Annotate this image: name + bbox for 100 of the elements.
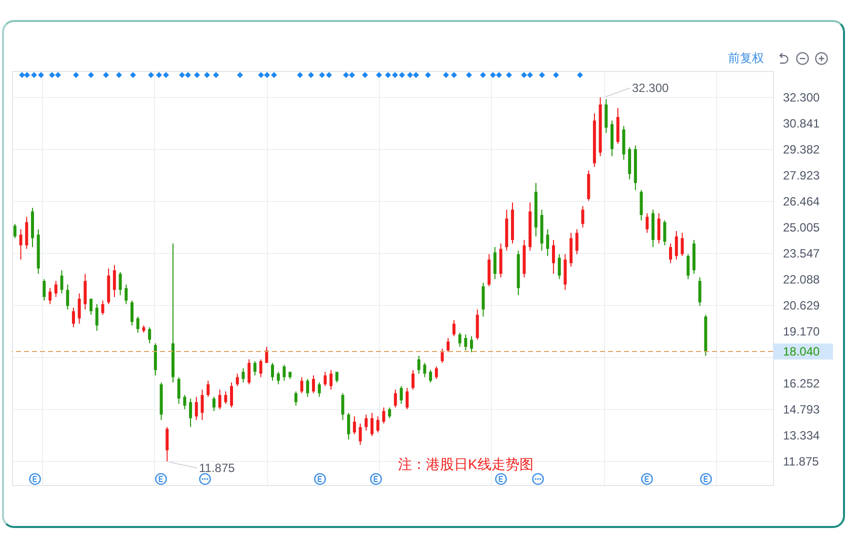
candlestick (265, 346, 268, 364)
candlestick (318, 382, 321, 398)
y-tick-label: 20.629 (783, 298, 820, 312)
y-tick-label: 29.382 (783, 142, 820, 156)
candlestick (352, 416, 356, 435)
candlestick (552, 239, 555, 274)
candlestick (575, 228, 578, 255)
candlestick (680, 232, 684, 256)
candlestick (276, 371, 280, 385)
candlestick (230, 382, 234, 408)
candlestick (90, 298, 93, 316)
candlestick (206, 380, 210, 398)
candlestick (282, 364, 286, 382)
y-tick-label: 30.841 (783, 116, 820, 130)
candlestick (657, 212, 660, 244)
candlestick (464, 334, 468, 351)
annotation: 11.875 (199, 461, 236, 475)
annotation: 32.300 (632, 81, 670, 95)
candlestick (330, 370, 333, 390)
y-tick-label: 14.793 (783, 402, 820, 416)
candlestick (95, 304, 98, 332)
candlestick (341, 392, 344, 420)
candlestick (60, 270, 64, 294)
candlestick (101, 300, 104, 316)
candlestick (669, 243, 672, 264)
candlestick (698, 276, 702, 306)
candlestick (148, 326, 152, 344)
candlestick (429, 370, 432, 384)
candlestick (242, 368, 245, 384)
candlestick (118, 272, 122, 296)
candlestick (306, 378, 310, 398)
candlestick (177, 376, 180, 404)
candlestick (400, 386, 403, 404)
candlestick (674, 230, 678, 260)
candlestick (248, 358, 251, 385)
y-tick-label: 16.252 (783, 376, 820, 390)
candlestick (194, 396, 198, 420)
candlestick (347, 412, 350, 440)
candlestick (72, 307, 75, 328)
candlestick (406, 387, 409, 410)
candlestick (546, 228, 550, 256)
candlestick (84, 273, 87, 310)
y-tick-label: 13.334 (783, 428, 820, 442)
candlestick (324, 371, 327, 387)
candlestick (25, 216, 28, 250)
candlestick (42, 278, 46, 302)
candlestick (686, 254, 690, 280)
candlestick (434, 366, 438, 380)
candlestick (270, 362, 274, 382)
candlestick (136, 316, 140, 334)
candlestick (411, 370, 414, 390)
y-tick-label: 25.005 (783, 220, 820, 234)
candlestick (130, 300, 134, 326)
candlestick (78, 292, 81, 324)
candlestick (212, 396, 216, 412)
candlestick (470, 336, 474, 353)
candlestick (417, 355, 420, 374)
candlestick (294, 390, 298, 406)
candlestick (458, 332, 462, 348)
y-tick-label: 11.875 (783, 454, 820, 468)
candlestick (663, 220, 666, 246)
y-tick-label: 26.464 (783, 194, 820, 208)
candlestick (604, 98, 608, 134)
candlestick (446, 337, 450, 353)
ref-line-label: 18.040 (783, 344, 820, 359)
candlestick (358, 423, 362, 446)
candlestick (189, 398, 192, 428)
candlestick (493, 246, 496, 280)
y-tick-label: 32.300 (783, 90, 820, 104)
y-tick-label: 23.547 (783, 246, 820, 260)
candlestick (581, 206, 584, 228)
candlestick (382, 406, 386, 424)
candlestick (482, 282, 485, 318)
candlestick (166, 426, 169, 462)
candlestick (364, 414, 368, 432)
candlestick (13, 223, 16, 239)
candlestick (48, 288, 52, 305)
candlestick (300, 376, 304, 394)
candlestick (66, 284, 70, 310)
candlestick (236, 373, 239, 387)
y-tick-label: 19.170 (783, 324, 820, 338)
text: 前复权 (728, 51, 764, 65)
candlestick (640, 190, 643, 221)
candlestick (112, 264, 116, 298)
candlestick (253, 360, 256, 376)
candlestick (54, 280, 58, 298)
candlestick (423, 362, 426, 378)
candlestick (218, 389, 222, 410)
candlestick (224, 390, 228, 404)
candlestick (440, 348, 444, 364)
y-tick-label: 27.923 (783, 168, 820, 182)
candlestick (19, 228, 22, 260)
annotation: 注：港股日K线走势图 (398, 456, 534, 472)
candlestick (183, 394, 186, 410)
candlestick (124, 284, 128, 305)
candlestick (558, 254, 561, 280)
y-tick-label: 22.088 (783, 272, 820, 286)
candlestick (394, 389, 397, 408)
candlestick (200, 389, 204, 420)
candlestick (376, 416, 380, 433)
